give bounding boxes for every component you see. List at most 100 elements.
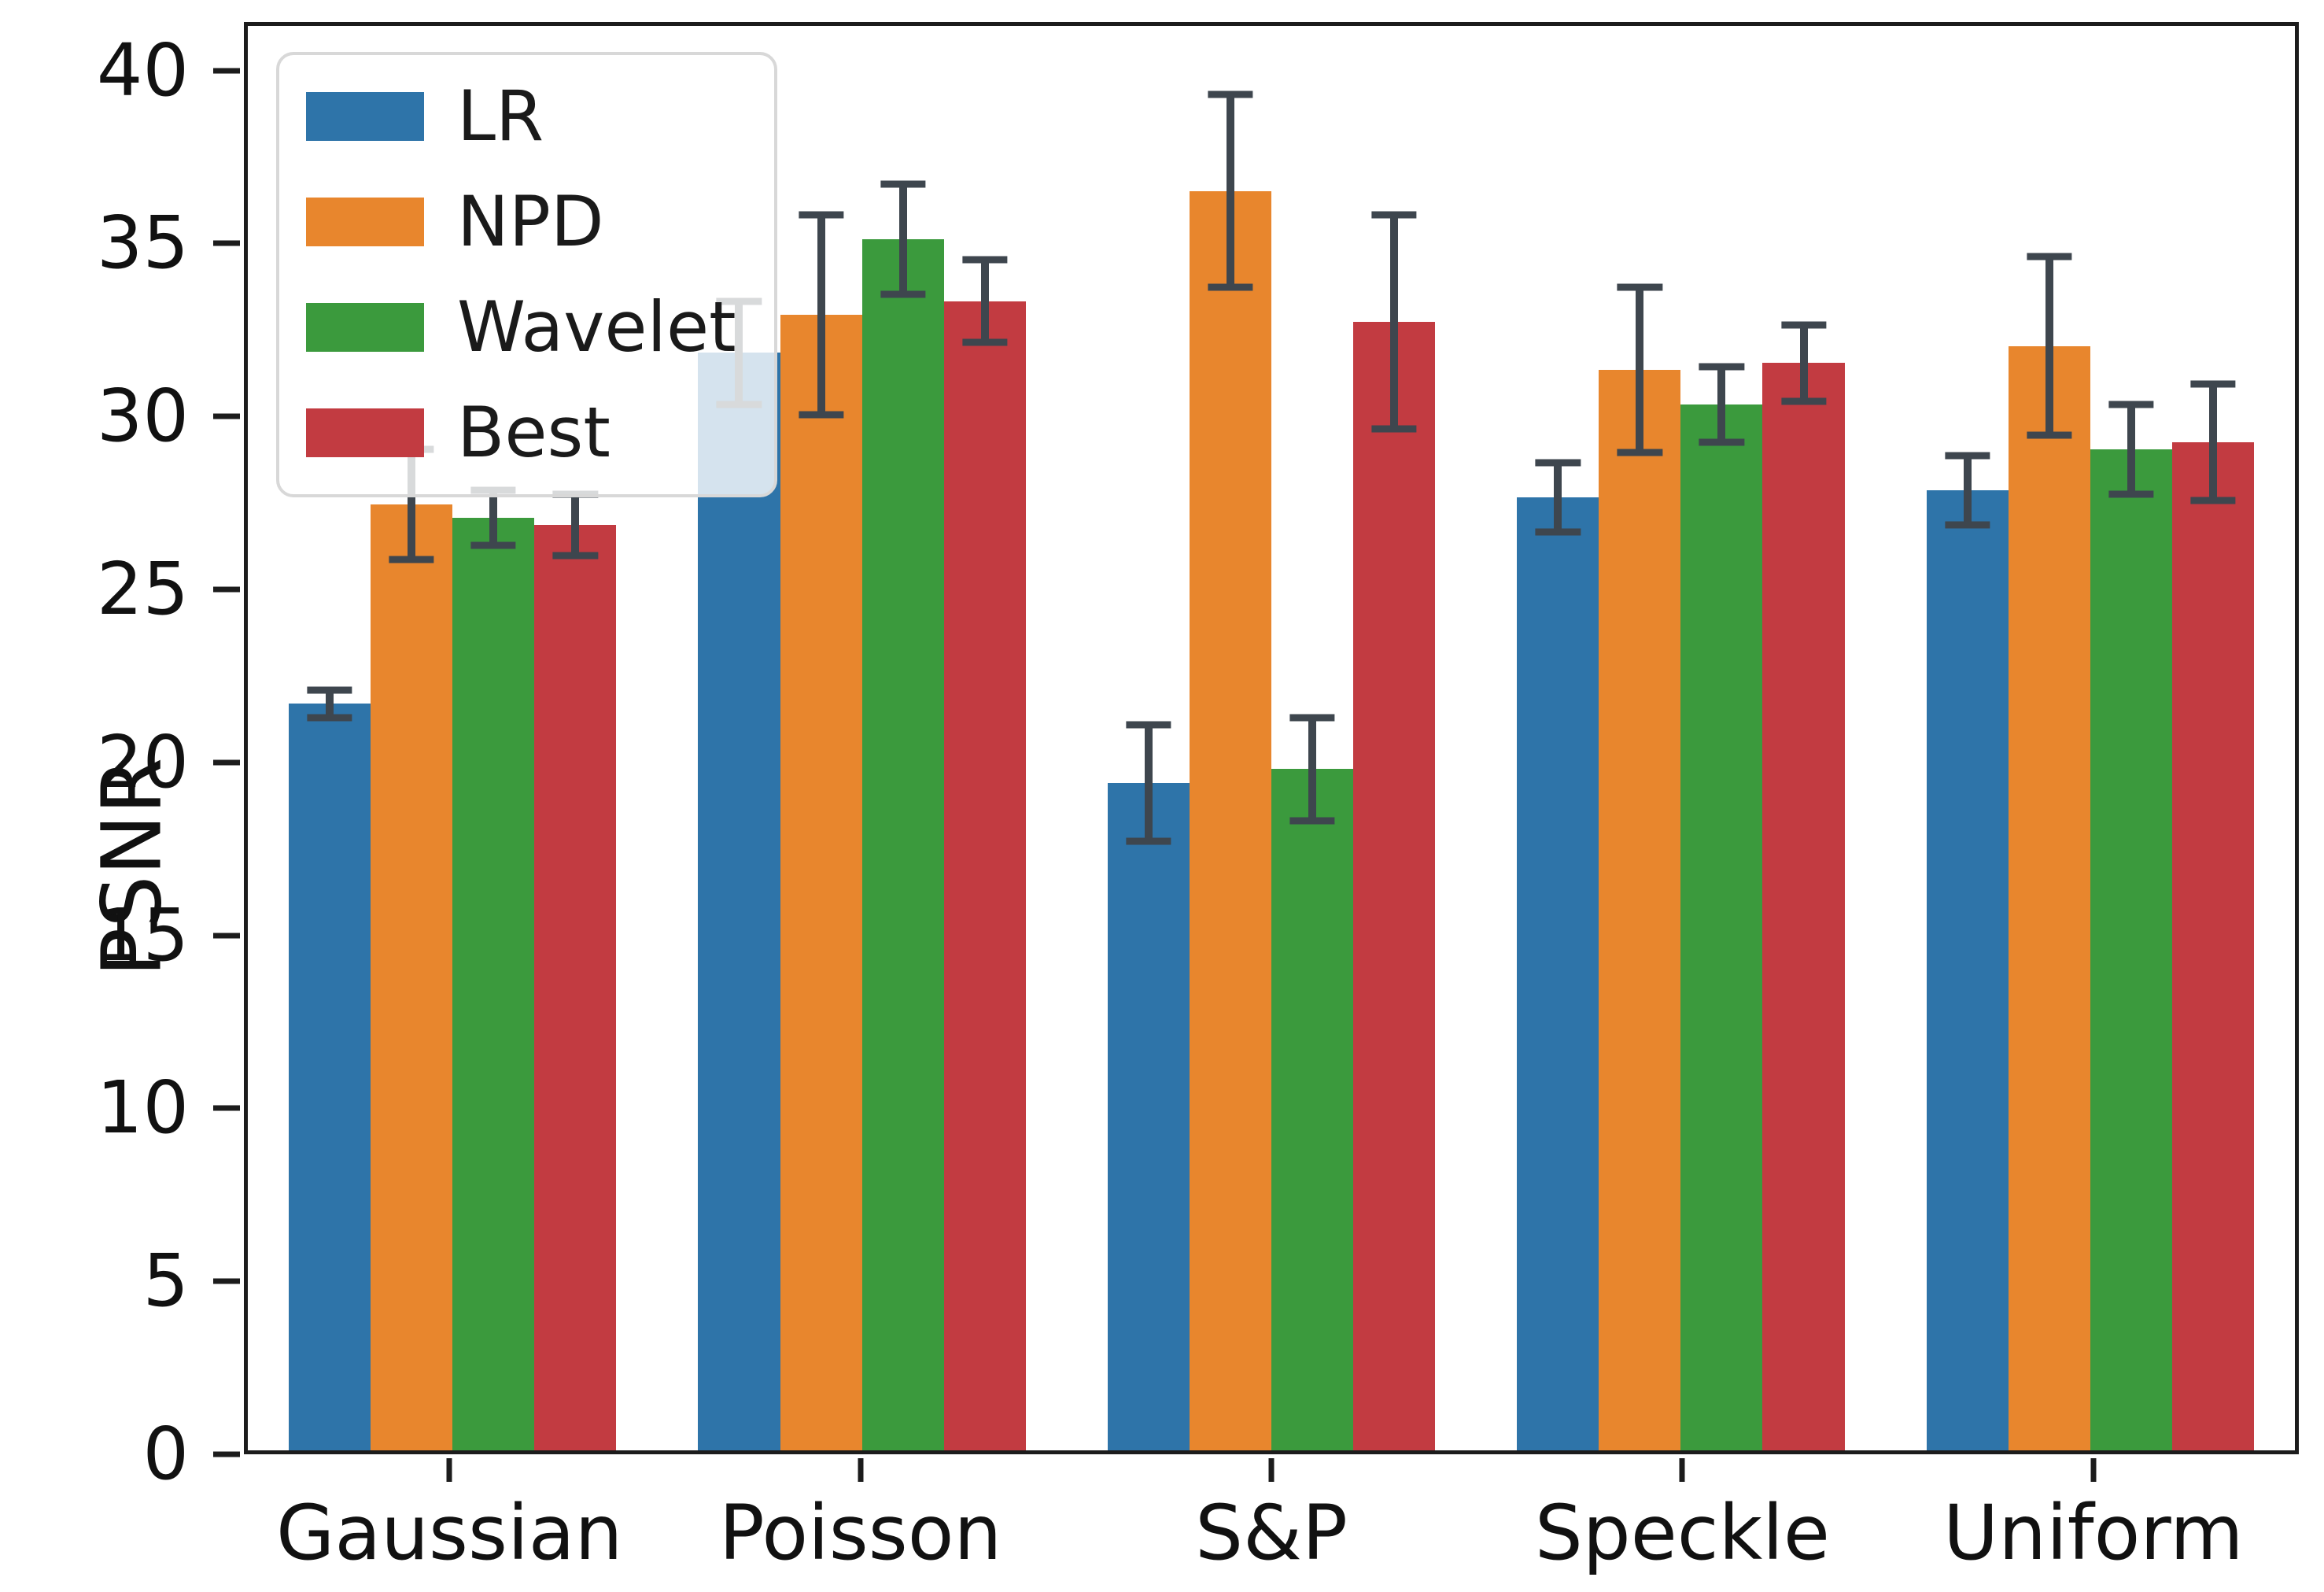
y-tick-label: 35 — [96, 201, 189, 286]
error-bar-cap — [1535, 459, 1581, 467]
y-tick-mark — [213, 1105, 240, 1111]
error-bar-cap — [470, 541, 516, 549]
bar-sp-lr — [1107, 782, 1190, 1450]
bar-gaussian-lr — [289, 704, 371, 1450]
bar-poisson-wavelet — [861, 239, 944, 1450]
x-tick-label: S&P — [1195, 1489, 1348, 1577]
y-tick-mark — [213, 759, 240, 766]
error-bar-cap — [2108, 401, 2154, 408]
error-bar-cap — [1208, 283, 1253, 291]
error-bar-line — [1226, 94, 1234, 288]
error-bar-cap — [1617, 283, 1662, 291]
error-bar-line — [1390, 215, 1399, 429]
y-tick-mark — [213, 586, 240, 593]
error-bar-line — [326, 689, 334, 718]
x-tick-label: Uniform — [1942, 1489, 2244, 1577]
error-bar-line — [2127, 404, 2135, 494]
error-bar-line — [1144, 724, 1153, 842]
error-bar-line — [2208, 383, 2217, 501]
bar-uniform-wavelet — [2090, 449, 2172, 1450]
bar-sp-npd — [1189, 190, 1271, 1450]
error-bar-cap — [2190, 497, 2236, 504]
plot-area: LR NPD Wavelet Best — [244, 22, 2299, 1454]
legend-label: Wavelet — [457, 286, 736, 368]
bars-layer — [248, 26, 2295, 1450]
x-tick-mark — [858, 1458, 864, 1482]
bar-sp-best — [1353, 322, 1436, 1450]
bar-speckle-lr — [1517, 497, 1599, 1450]
y-tick-label: 0 — [142, 1412, 189, 1496]
legend-swatch-lr — [306, 92, 424, 141]
y-tick-label: 10 — [96, 1066, 189, 1151]
error-bar-cap — [2190, 380, 2236, 388]
error-bar-cap — [552, 552, 598, 560]
legend-swatch-wavelet — [306, 303, 424, 352]
bar-uniform-npd — [2008, 345, 2090, 1450]
bar-poisson-lr — [698, 353, 780, 1450]
error-bar-cap — [798, 411, 844, 419]
bar-sp-wavelet — [1271, 769, 1354, 1450]
y-tick-mark — [213, 413, 240, 419]
legend-item-best: Best — [306, 398, 736, 467]
error-bar-cap — [1945, 521, 1990, 529]
error-bar-line — [2045, 256, 2053, 436]
error-bar-cap — [1535, 528, 1581, 536]
bar-poisson-npd — [780, 315, 862, 1450]
y-tick-label: 30 — [96, 374, 189, 459]
bar-speckle-best — [1762, 363, 1845, 1450]
bar-poisson-best — [943, 301, 1026, 1450]
y-tick-label: 25 — [96, 546, 189, 631]
error-bar-cap — [307, 686, 352, 694]
y-tick-label: 40 — [96, 28, 189, 113]
error-bar-line — [571, 493, 580, 556]
bar-speckle-npd — [1599, 370, 1681, 1450]
error-bar-line — [1636, 287, 1644, 453]
error-bar-cap — [1699, 363, 1745, 371]
y-tick-mark — [213, 933, 240, 939]
y-tick-label: 15 — [96, 892, 189, 977]
legend-item-lr: LR — [306, 82, 736, 151]
y-tick-mark — [213, 1278, 240, 1284]
bar-speckle-wavelet — [1680, 404, 1763, 1450]
legend-label: Best — [457, 392, 611, 473]
error-bar-line — [980, 260, 989, 343]
error-bar-line — [898, 184, 907, 294]
bar-uniform-lr — [1926, 490, 2009, 1450]
error-bar-cap — [1208, 90, 1253, 98]
y-tick-mark — [213, 68, 240, 74]
error-bar-line — [817, 215, 825, 416]
error-bar-line — [1308, 717, 1317, 821]
legend: LR NPD Wavelet Best — [276, 52, 777, 497]
error-bar-cap — [1780, 397, 1827, 405]
y-tick-label: 20 — [96, 719, 189, 804]
error-bar-cap — [880, 290, 926, 298]
legend-swatch-npd — [306, 198, 424, 246]
error-bar-cap — [962, 256, 1008, 264]
error-bar-cap — [307, 714, 352, 722]
error-bar-line — [1963, 456, 1972, 525]
error-bar-cap — [1945, 452, 1990, 460]
error-bar-line — [1554, 463, 1562, 532]
x-tick-mark — [2090, 1458, 2097, 1482]
error-bar-line — [1799, 325, 1808, 401]
error-bar-cap — [798, 211, 844, 219]
legend-item-wavelet: Wavelet — [306, 293, 736, 362]
error-bar-cap — [1371, 211, 1417, 219]
error-bar-cap — [1617, 449, 1662, 456]
x-tick-label: Speckle — [1534, 1489, 1830, 1577]
error-bar-cap — [1126, 837, 1171, 845]
legend-swatch-best — [306, 408, 424, 457]
bar-gaussian-wavelet — [452, 518, 535, 1450]
error-bar-cap — [1289, 817, 1335, 825]
x-tick-mark — [446, 1458, 452, 1482]
error-bar-line — [408, 449, 416, 560]
bar-gaussian-npd — [371, 504, 453, 1450]
bar-uniform-best — [2171, 442, 2254, 1450]
x-tick-label: Poisson — [718, 1489, 1002, 1577]
error-bar-cap — [1126, 721, 1171, 728]
y-tick-mark — [213, 240, 240, 246]
error-bar-cap — [2027, 431, 2072, 439]
error-bar-cap — [880, 180, 926, 188]
error-bar-cap — [1780, 321, 1827, 329]
